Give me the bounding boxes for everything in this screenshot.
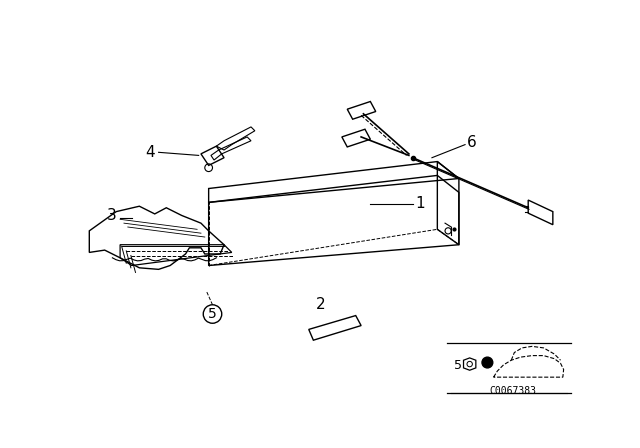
Text: C0067383: C0067383: [490, 386, 536, 396]
Text: 6: 6: [467, 135, 476, 150]
Text: 5: 5: [208, 307, 217, 321]
Text: 1: 1: [415, 196, 424, 211]
Circle shape: [482, 357, 493, 368]
Text: 5: 5: [454, 359, 461, 372]
Text: 4: 4: [145, 145, 155, 160]
Text: 2: 2: [316, 297, 325, 311]
Text: 3: 3: [106, 208, 116, 223]
